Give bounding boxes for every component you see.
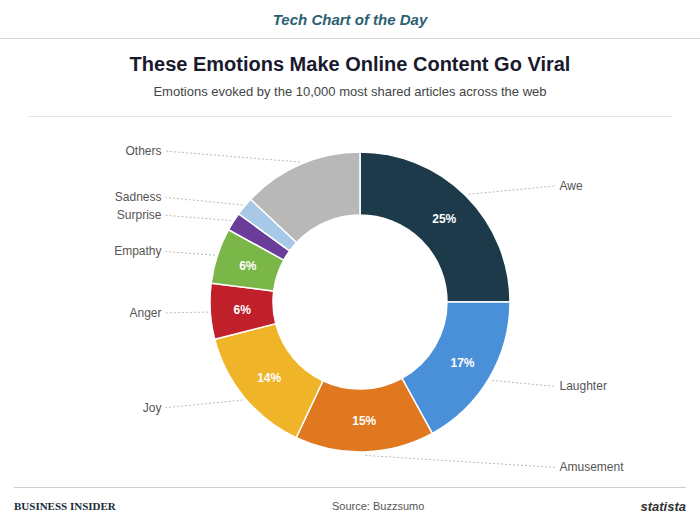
html-text:Emotions evoked by the 10,000: Emotions evoked by the 10,000 most share… [153,84,547,99]
html-text:Source: Buzzsumo: Source: Buzzsumo [332,500,425,512]
svg-text:25%: 25% [432,212,456,226]
svg-text:Sadness: Sadness [115,190,162,204]
svg-text:Surprise: Surprise [117,208,162,222]
html-text:statista: statista [640,498,686,514]
svg-text:Joy: Joy [143,401,162,415]
svg-text:Laughter: Laughter [560,379,607,393]
svg-text:14%: 14% [257,371,281,385]
svg-text:Others: Others [125,144,161,158]
html-text:These Emotions Make Online Con: These Emotions Make Online Content Go Vi… [129,53,571,75]
svg-text:Anger: Anger [129,306,161,320]
html-text:Tech Chart of the Day: Tech Chart of the Day [272,10,428,28]
svg-text:Awe: Awe [560,179,583,193]
svg-text:6%: 6% [239,259,257,273]
svg-text:15%: 15% [352,414,376,428]
svg-text:17%: 17% [450,356,474,370]
svg-text:6%: 6% [234,303,252,317]
svg-text:Amusement: Amusement [560,460,625,474]
svg-text:Empathy: Empathy [114,244,161,258]
html-text:BUSINESS INSIDER: BUSINESS INSIDER [14,500,116,512]
